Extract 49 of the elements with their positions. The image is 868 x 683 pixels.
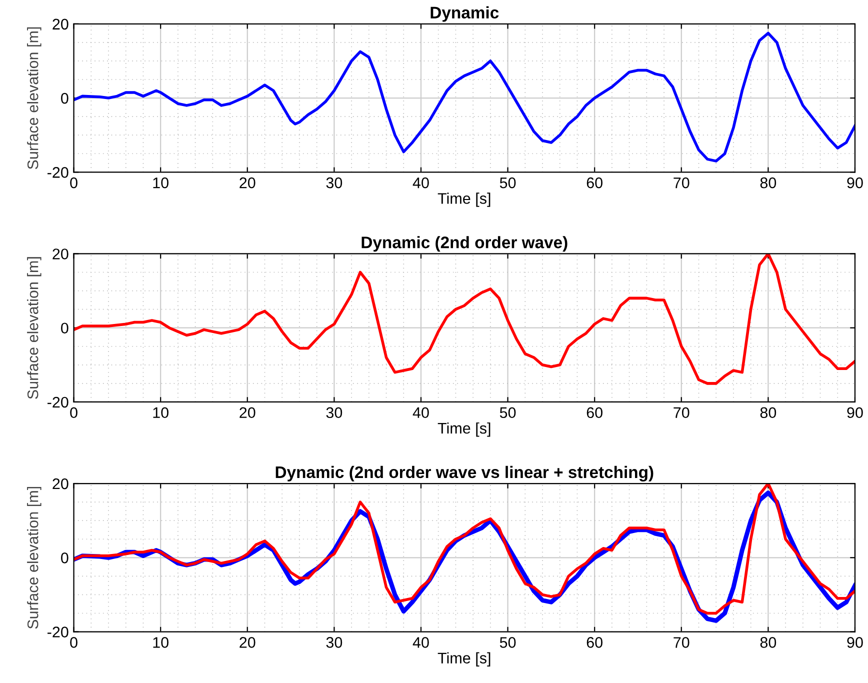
x-tick-label: 70 xyxy=(674,637,690,648)
x-tick-label: 90 xyxy=(847,637,863,648)
y-tick-label: -20 xyxy=(48,167,68,178)
x-tick-label: 10 xyxy=(153,407,168,418)
y-tick-label: 0 xyxy=(61,552,68,564)
x-tick-label: 20 xyxy=(240,637,256,648)
y-axis-title: Surface elevation [m] xyxy=(27,27,42,170)
x-tick-label: 80 xyxy=(760,637,776,648)
y-tick-label: 20 xyxy=(52,478,68,490)
x-axis-title: Time [s] xyxy=(438,192,490,207)
x-tick-label: 0 xyxy=(70,177,78,188)
x-tick-label: 40 xyxy=(412,177,429,188)
x-tick-label: 80 xyxy=(760,177,776,188)
x-tick-label: 50 xyxy=(500,177,516,188)
chart-title: Dynamic xyxy=(430,6,499,22)
x-tick-label: 0 xyxy=(70,407,78,418)
x-tick-label: 50 xyxy=(500,407,516,418)
x-tick-label: 30 xyxy=(326,407,342,418)
x-tick-label: 10 xyxy=(153,637,168,648)
y-tick-label: 20 xyxy=(52,248,68,260)
x-tick-label: 80 xyxy=(760,407,776,418)
x-tick-label: 60 xyxy=(586,407,602,418)
chart-title: Dynamic (2nd order wave vs linear + stretching) xyxy=(276,466,654,482)
y-tick-label: 20 xyxy=(52,18,68,30)
x-tick-label: 70 xyxy=(674,407,690,418)
x-axis-title: Time [s] xyxy=(438,652,490,667)
x-tick-label: 90 xyxy=(847,407,863,418)
line-series xyxy=(74,32,855,162)
x-tick-label: 70 xyxy=(674,177,690,188)
x-tick-label: 50 xyxy=(500,637,516,648)
x-tick-label: 20 xyxy=(240,407,256,418)
x-tick-label: 10 xyxy=(153,177,168,188)
y-tick-label: 0 xyxy=(61,92,68,104)
x-tick-label: 30 xyxy=(326,637,342,648)
x-tick-label: 30 xyxy=(326,177,342,188)
x-tick-label: 90 xyxy=(847,177,863,188)
x-tick-label: 20 xyxy=(240,177,256,188)
y-axis-title: Surface elevation [m] xyxy=(27,486,42,629)
x-tick-label: 60 xyxy=(586,177,602,188)
x-tick-label: 60 xyxy=(586,637,602,648)
x-tick-label: 40 xyxy=(412,637,429,648)
y-tick-label: 0 xyxy=(61,322,68,334)
x-tick-label: 40 xyxy=(412,407,429,418)
x-tick-label: 0 xyxy=(70,637,78,648)
chart-title: Dynamic (2nd order wave) xyxy=(362,236,568,252)
y-tick-label: -20 xyxy=(48,626,68,638)
x-axis-title: Time [s] xyxy=(438,422,490,437)
y-axis-title: Surface elevation [m] xyxy=(27,257,42,399)
y-tick-label: -20 xyxy=(48,396,68,408)
